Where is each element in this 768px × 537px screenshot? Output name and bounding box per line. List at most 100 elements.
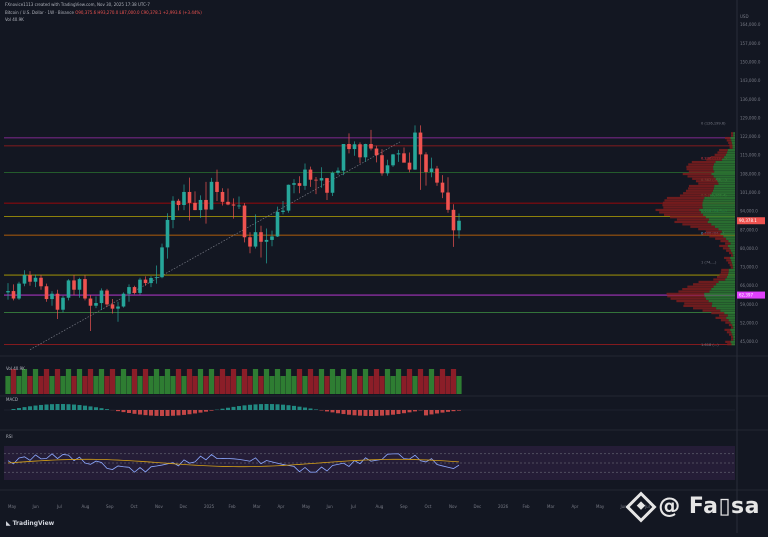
- volume-bar: [11, 369, 16, 394]
- candle-body: [232, 204, 236, 205]
- volume-profile-bar-up: [710, 290, 735, 292]
- macd-histogram-bar: [380, 410, 384, 416]
- macd-histogram-bar: [237, 406, 241, 410]
- volume-profile-bar-up: [713, 168, 735, 170]
- macd-histogram-bar: [287, 405, 291, 410]
- volume-profile-bar-up: [733, 338, 735, 340]
- y-tick-label: 108,000.0: [740, 171, 761, 176]
- volume-label: Vol 40.9K: [5, 17, 24, 22]
- macd-histogram-bar: [358, 410, 362, 416]
- volume-bar: [319, 369, 324, 394]
- candle-body: [226, 202, 230, 205]
- volume-profile-bar-up: [703, 202, 735, 204]
- candle-body: [430, 169, 434, 172]
- volume-profile-bar-up: [728, 149, 735, 151]
- volume-profile-bar-down: [656, 209, 700, 211]
- volume-bar: [209, 369, 214, 394]
- volume-bar: [60, 376, 65, 394]
- volume-profile-bar-down: [680, 194, 710, 196]
- candle-body: [270, 236, 274, 239]
- candle-body: [353, 144, 357, 149]
- volume-profile-bar-up: [726, 317, 735, 319]
- candle-body: [155, 277, 159, 278]
- volume-bar: [16, 376, 21, 394]
- y-tick-label: 115,000.0: [740, 153, 761, 158]
- candle-body: [199, 200, 203, 210]
- volume-bar: [412, 376, 417, 394]
- tradingview-logo[interactable]: ◣ TradingView: [6, 520, 54, 527]
- trend-line: [30, 142, 400, 350]
- volume-profile-bar-down: [727, 343, 731, 345]
- volume-profile-bar-down: [711, 156, 724, 158]
- macd-histogram-bar: [221, 409, 225, 410]
- y-tick-label: 59,000.0: [740, 302, 758, 307]
- x-tick-label: 2025: [204, 504, 215, 509]
- volume-profile-bar-up: [727, 276, 735, 278]
- candle-body: [419, 133, 423, 155]
- candle-body: [358, 144, 362, 157]
- volume-profile-bar-down: [709, 235, 723, 237]
- candle-body: [254, 232, 258, 246]
- volume-profile-bar-up: [706, 298, 735, 300]
- macd-histogram-bar: [276, 404, 280, 410]
- y-tick-label: 122,000.0: [740, 134, 761, 139]
- volume-bar: [302, 376, 307, 394]
- volume-bar: [154, 369, 159, 394]
- volume-profile-bar-up: [706, 216, 735, 218]
- candle-body: [100, 291, 104, 304]
- volume-profile-bar-up: [702, 204, 735, 206]
- volume-profile-bar-down: [729, 252, 732, 254]
- volume-bar: [181, 376, 186, 394]
- volume-profile-bar-down: [671, 298, 706, 300]
- volume-bar: [176, 369, 181, 394]
- volume-bar: [429, 369, 434, 394]
- volume-profile-bar-up: [731, 259, 735, 261]
- binance-diamond-icon: [626, 491, 657, 522]
- volume-profile-bar-up: [731, 341, 735, 343]
- y-tick-label: 150,000.0: [740, 59, 761, 64]
- volume-profile-bar-down: [713, 278, 725, 280]
- volume-bar: [269, 376, 274, 394]
- macd-histogram-bar: [391, 410, 395, 415]
- volume-profile-bar-down: [731, 336, 733, 338]
- volume-profile-bar-up: [719, 281, 735, 283]
- volume-profile-bar-up: [731, 331, 735, 333]
- x-tick-label: May: [8, 504, 17, 509]
- candle-body: [441, 183, 445, 193]
- volume-profile-bar-up: [701, 211, 735, 213]
- volume-profile-bar-down: [667, 197, 704, 199]
- candle-body: [276, 212, 280, 237]
- macd-histogram-bar: [199, 410, 203, 413]
- volume-profile-bar-up: [731, 242, 735, 244]
- volume-profile-bar-down: [667, 295, 704, 297]
- volume-profile-bar-up: [716, 307, 735, 309]
- macd-histogram-bar: [402, 410, 406, 413]
- volume-profile-bar-down: [703, 233, 721, 235]
- candle-body: [331, 173, 335, 193]
- volume-profile-bar-up: [729, 319, 735, 321]
- volume-profile-bar-down: [719, 314, 728, 316]
- volume-profile-bar-up: [729, 271, 735, 273]
- watermark-text: @ Fa▯sa: [658, 494, 760, 519]
- volume-bar: [71, 376, 76, 394]
- volume-profile-bar-up: [704, 295, 735, 297]
- candle-body: [303, 170, 307, 186]
- volume-profile-bar-down: [731, 132, 733, 134]
- volume-profile-bar-down: [719, 149, 728, 151]
- x-tick-label: Mar: [253, 504, 261, 509]
- macd-histogram-bar: [39, 405, 43, 410]
- candle-body: [391, 154, 395, 165]
- macd-histogram-bar: [292, 406, 296, 410]
- macd-histogram-bar: [160, 410, 164, 416]
- volume-bar: [104, 376, 109, 394]
- volume-profile-bar-down: [686, 190, 713, 192]
- volume-bar: [451, 369, 456, 394]
- x-tick-label: Aug: [376, 504, 384, 509]
- candle-body: [34, 278, 38, 282]
- candle-body: [292, 183, 296, 185]
- y-tick-label: 136,000.0: [740, 97, 761, 102]
- volume-profile-bar-down: [711, 312, 724, 314]
- macd-histogram-bar: [149, 410, 153, 416]
